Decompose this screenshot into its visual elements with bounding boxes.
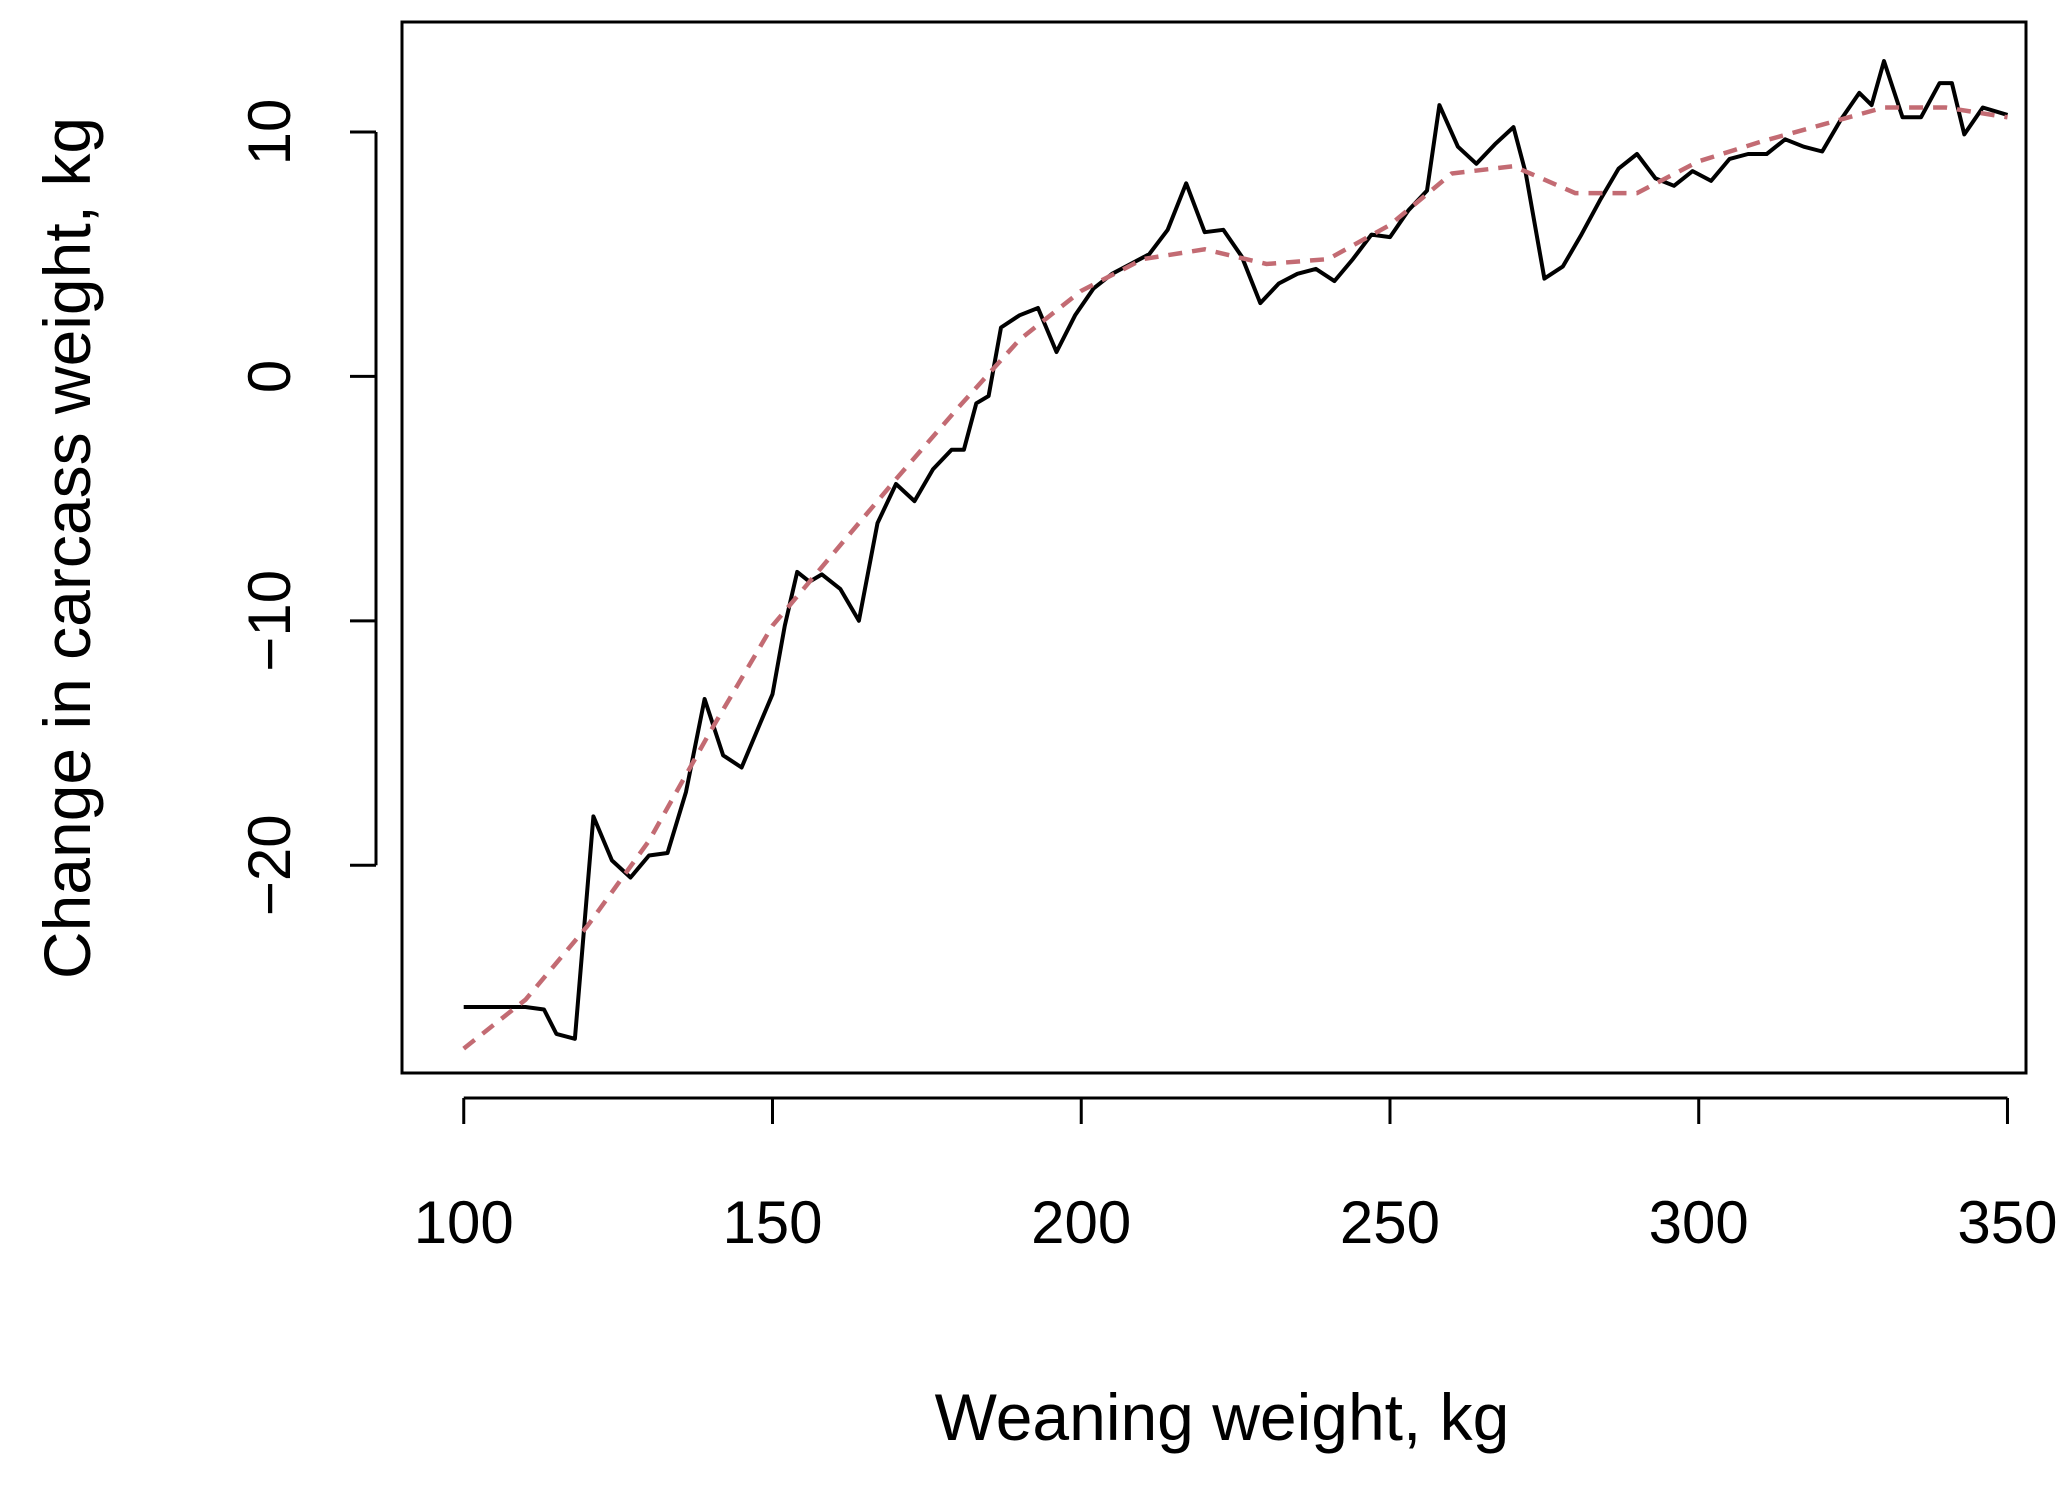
x-tick-label: 200 — [1031, 1189, 1131, 1256]
fitted-trend-line — [462, 105, 2008, 1051]
series-layer — [462, 59, 2009, 1051]
x-tick-label: 250 — [1340, 1189, 1440, 1256]
x-tick-label: 350 — [1957, 1189, 2056, 1256]
x-tick-label: 100 — [414, 1189, 514, 1256]
y-axis-title: Change in carcass weight, kg — [30, 117, 104, 979]
plot-frame — [400, 20, 2028, 1075]
x-axis: 100 150 200 250 300 350 — [414, 1096, 2056, 1256]
x-axis-title: Weaning weight, kg — [935, 1380, 1510, 1454]
x-tick-label: 150 — [722, 1189, 822, 1256]
y-axis: −20 −10 0 10 — [236, 99, 378, 916]
y-tick-label: −20 — [236, 814, 303, 916]
y-tick-label: 0 — [236, 360, 303, 393]
observed-series-line — [463, 59, 2009, 1041]
y-tick-label: 10 — [236, 99, 303, 166]
y-tick-label: −10 — [236, 570, 303, 672]
x-tick-label: 300 — [1649, 1189, 1749, 1256]
